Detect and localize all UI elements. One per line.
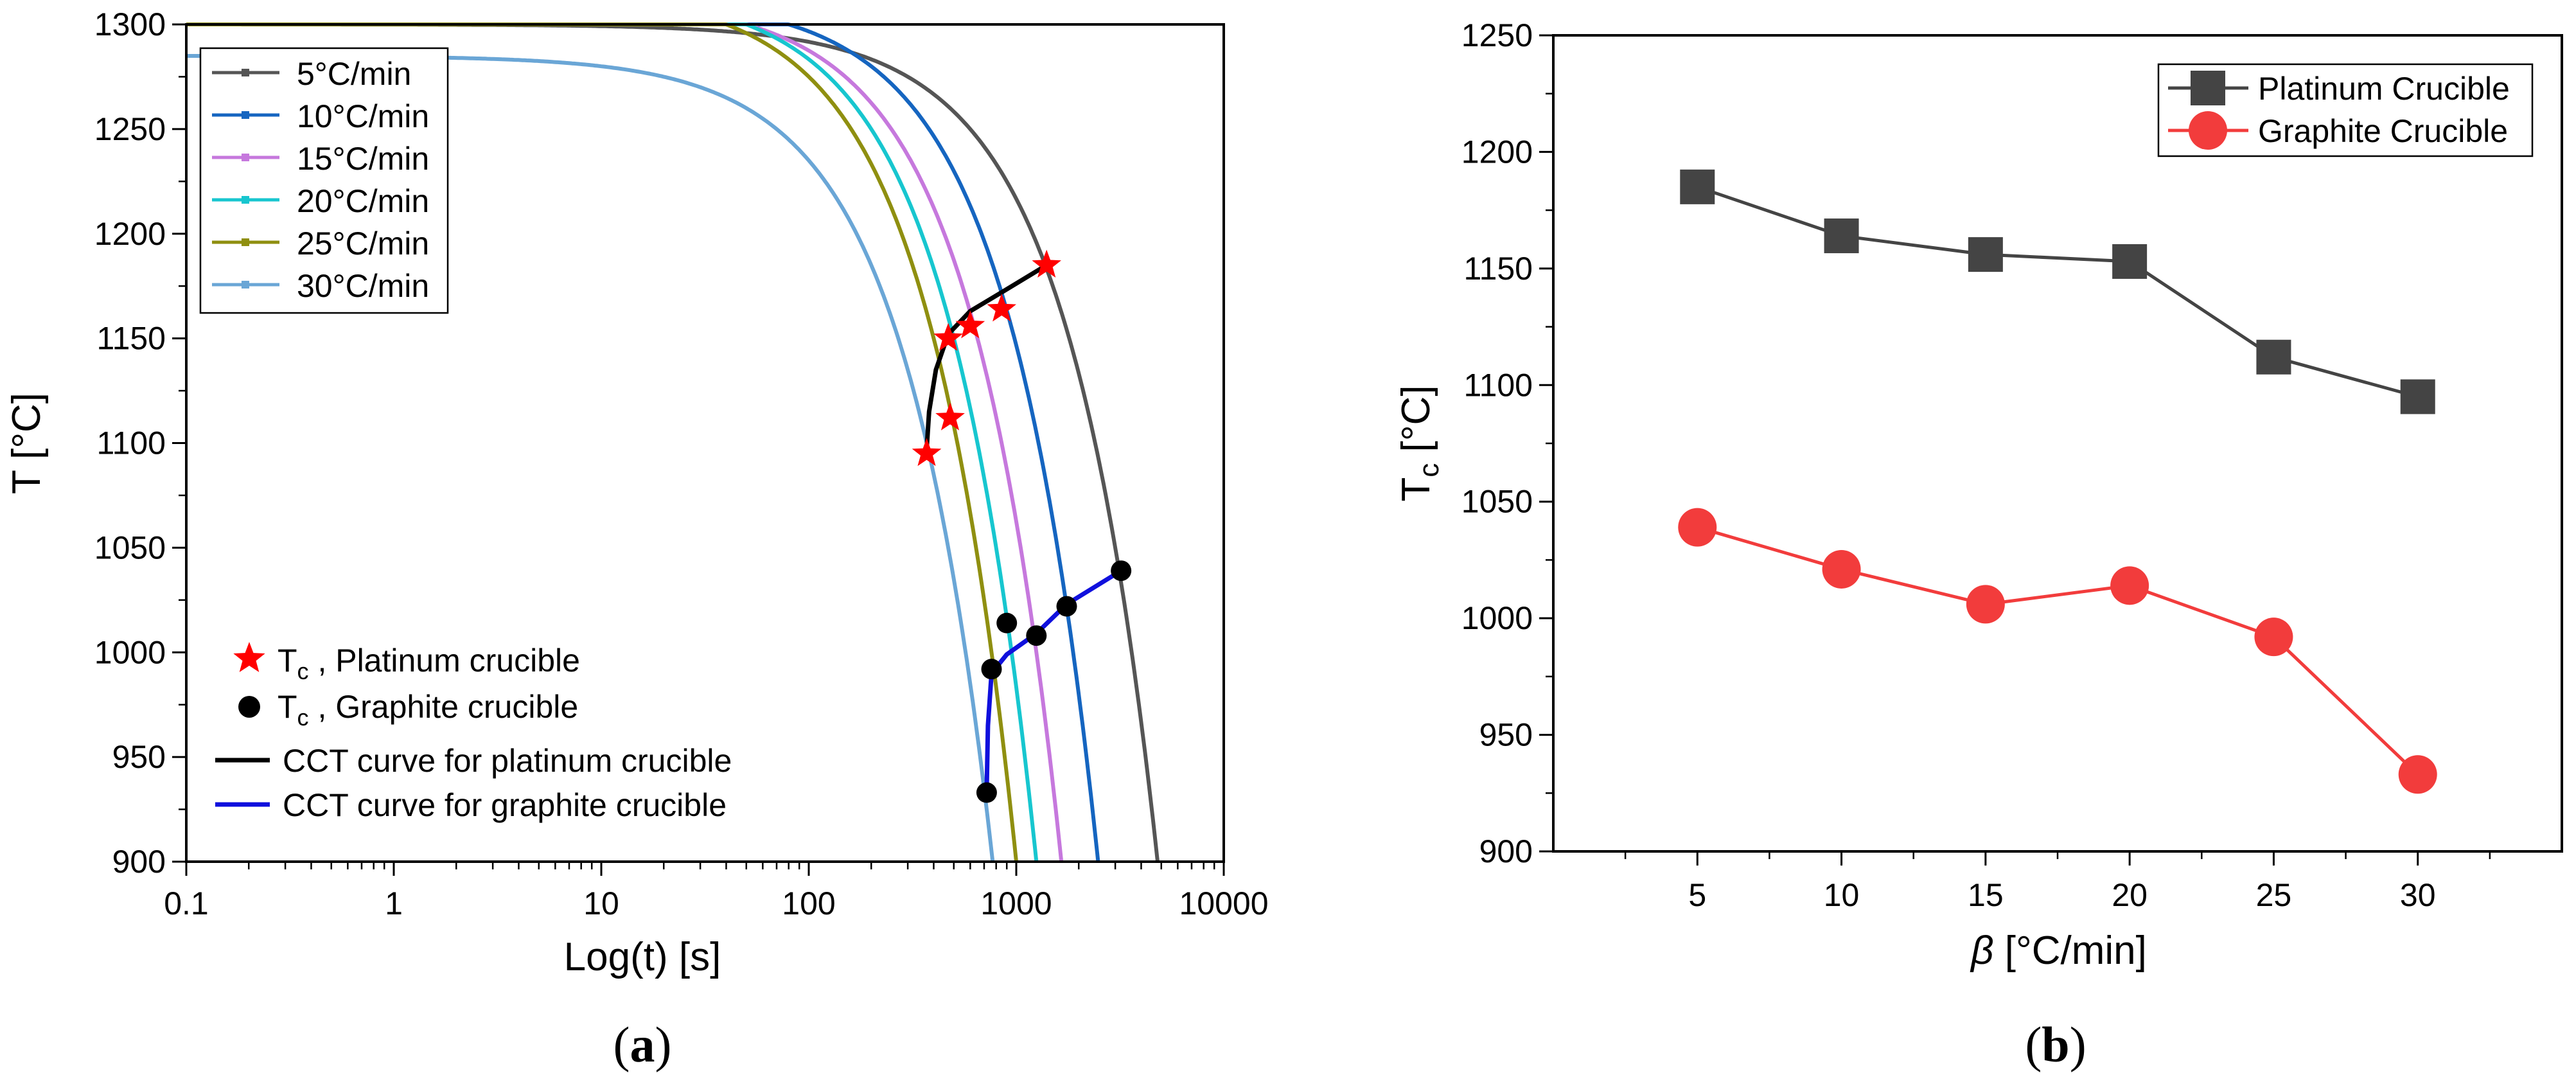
y-tick-label-a: 1300 [94, 6, 166, 42]
plot-frame-b [1552, 34, 2563, 853]
tc-graphite-dot [1111, 560, 1132, 582]
y-axis-label-b: Tc [°C] [1394, 385, 1445, 501]
point-graphite-crucible [1966, 585, 2005, 624]
legend-label-graphite-crucible: Graphite Crucible [2258, 113, 2508, 149]
tc-graphite-dot [976, 782, 997, 803]
legend-b: Platinum Crucible Graphite Crucible [2157, 63, 2534, 157]
y-tick-label-a: 1250 [94, 111, 166, 147]
tc-markers [912, 249, 1132, 803]
tc-platinum-star [955, 310, 985, 339]
panel-label-b: (b) [2025, 1017, 2086, 1072]
legend-star-platinum [233, 642, 265, 672]
legend-label-25-c-min: 25°C/min [297, 226, 429, 262]
tc-platinum-star [1032, 249, 1061, 278]
panel-b: 5 10 15 20 25 30 900 950 1000 1050 1100 1150 1200 12… [1394, 17, 2563, 1072]
y-tick-label-a: 950 [112, 739, 166, 775]
point-platinum-crucible [2256, 339, 2291, 375]
legend-top: 5°C/min 10°C/min 15°C/min 20°C/min 25°C/min 3… [199, 47, 449, 314]
panel-a: 0.1 1 10 100 1000 10000 900 950 1000 1050 1100 115… [4, 6, 1269, 1072]
tc-graphite-dot [1026, 625, 1047, 646]
series-line-platinum-crucible [1697, 185, 2419, 398]
x-tick-label-b: 25 [2256, 877, 2292, 913]
x-tick-label-a: 100 [782, 885, 835, 921]
x-tick-label-a: 1 [385, 885, 403, 921]
legend-label-tc-graphite: Tc , Graphite crucible [278, 689, 578, 731]
point-platinum-crucible [1968, 237, 2003, 272]
x-axis-a: 0.1 1 10 100 1000 10000 [164, 862, 1269, 921]
legend-label-5-c-min: 5°C/min [297, 56, 411, 92]
legend-marker-30-c-min [242, 281, 249, 289]
legend-bottom: Tc , Platinum crucible Tc , Graphite cruc… [215, 642, 732, 823]
legend-marker-graphite-crucible [2189, 111, 2227, 150]
y-tick-label-a: 1200 [94, 216, 166, 252]
point-graphite-crucible [1822, 549, 1861, 589]
point-platinum-crucible [1824, 218, 1859, 254]
y-tick-label-a: 1000 [94, 634, 166, 670]
y-tick-label-b: 1150 [1463, 251, 1533, 287]
point-graphite-crucible [1678, 508, 1717, 547]
tc-graphite-dot [996, 612, 1018, 634]
series-line-graphite-crucible [1697, 526, 2419, 776]
series-group [1678, 169, 2437, 794]
tc-platinum-star [935, 402, 965, 431]
x-axis-label-a: Log(t) [s] [564, 935, 721, 979]
x-tick-label-a: 1000 [980, 885, 1052, 921]
x-tick-label-b: 20 [2112, 877, 2148, 913]
y-tick-label-b: 900 [1479, 833, 1533, 869]
y-tick-label-a: 900 [112, 844, 166, 880]
x-axis-b: 5 10 15 20 25 30 [1624, 851, 2491, 913]
legend-marker-5-c-min [242, 69, 249, 76]
tc-platinum-star [987, 294, 1016, 322]
legend-label-cct-platinum: CCT curve for platinum crucible [283, 743, 732, 779]
legend-marker-15-c-min [242, 154, 249, 161]
legend-label-tc-platinum: Tc , Platinum crucible [278, 643, 580, 684]
x-tick-label-b: 15 [1968, 877, 2004, 913]
legend-label-20-c-min: 20°C/min [297, 183, 429, 219]
y-tick-label-a: 1150 [96, 321, 166, 357]
y-tick-label-b: 1200 [1461, 134, 1533, 170]
legend-marker-10-c-min [242, 111, 249, 119]
legend-marker-platinum-crucible [2191, 71, 2225, 105]
legend-label-cct-graphite: CCT curve for graphite crucible [283, 787, 727, 823]
panel-label-a: (a) [613, 1017, 672, 1072]
y-axis-a: 900 950 1000 1050 1100 1150 1200 1250 1300 [94, 6, 186, 880]
legend-marker-20-c-min [242, 196, 249, 204]
legend-top-frame [199, 47, 449, 314]
y-axis-b: 900 950 1000 1050 1100 1150 1200 1250 [1461, 17, 1553, 869]
legend-marker-25-c-min [242, 238, 249, 246]
point-graphite-crucible [2254, 617, 2293, 657]
y-tick-label-b: 1000 [1461, 600, 1533, 636]
y-axis-label-a: T [°C] [4, 393, 49, 494]
legend-label-30-c-min: 30°C/min [297, 268, 429, 304]
point-platinum-crucible [2112, 244, 2148, 279]
tc-graphite-dot [981, 659, 1002, 680]
x-tick-label-b: 10 [1824, 877, 1860, 913]
legend-label-10-c-min: 10°C/min [297, 98, 429, 134]
point-platinum-crucible [1680, 169, 1715, 204]
legend-label-15-c-min: 15°C/min [297, 141, 429, 177]
point-graphite-crucible [2110, 566, 2149, 605]
legend-dot-graphite [238, 696, 260, 718]
point-graphite-crucible [2398, 755, 2437, 794]
y-tick-label-b: 1100 [1463, 367, 1533, 403]
y-tick-label-b: 950 [1479, 717, 1533, 753]
x-tick-label-a: 10000 [1179, 885, 1268, 921]
x-tick-label-a: 0.1 [164, 885, 209, 921]
x-tick-label-b: 30 [2400, 877, 2436, 913]
point-platinum-crucible [2400, 379, 2435, 414]
y-tick-label-b: 1250 [1461, 17, 1533, 53]
y-tick-label-b: 1050 [1461, 484, 1533, 520]
x-tick-label-b: 5 [1688, 877, 1706, 913]
y-tick-label-a: 1050 [94, 529, 166, 565]
tc-platinum-star [933, 323, 963, 351]
x-axis-label-b: β [°C/min] [1970, 928, 2147, 973]
y-tick-label-a: 1100 [96, 425, 166, 461]
x-tick-label-a: 10 [583, 885, 619, 921]
tc-platinum-star [912, 438, 942, 466]
legend-label-platinum-crucible: Platinum Crucible [2258, 71, 2510, 107]
tc-graphite-dot [1056, 596, 1077, 617]
